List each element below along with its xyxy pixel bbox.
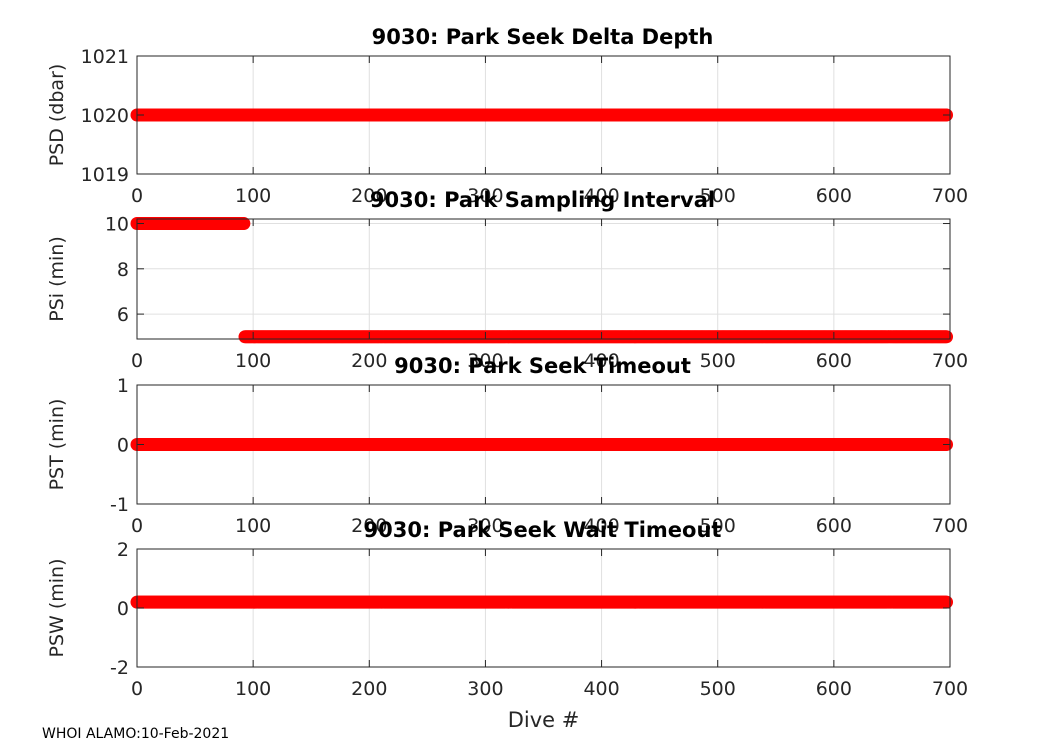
series-1 [130,108,954,122]
x-tick-label: 600 [816,678,852,700]
x-tick-label: 300 [467,678,503,700]
x-tick-label: 700 [932,515,968,537]
y-axis-label: PSi (min) [46,236,68,322]
x-tick-label: 700 [932,350,968,372]
x-tick-label: 600 [816,515,852,537]
y-axis-label: PSD (dbar) [46,64,68,167]
x-tick-label: 700 [932,678,968,700]
x-tick-label: 300 [467,515,503,537]
footer-label: WHOI ALAMO:10-Feb-2021 [42,726,230,742]
x-tick-label: 300 [467,185,503,207]
y-tick-label: 10 [105,214,129,236]
x-tick-label: 600 [816,350,852,372]
x-tick-label: 200 [351,350,387,372]
y-tick-label: 0 [117,598,129,620]
y-axis-label: PSW (min) [46,559,68,658]
y-tick-label: 1 [117,375,129,397]
x-tick-label: 0 [131,678,143,700]
y-tick-label: 1020 [81,105,129,127]
x-tick-label: 600 [816,185,852,207]
x-tick-label: 0 [131,515,143,537]
x-tick-label: 200 [351,185,387,207]
data-point [940,330,954,344]
chart-title: 9030: Park Seek Wait Timeout [364,518,722,542]
x-tick-label: 0 [131,350,143,372]
chart-title: 9030: Park Sampling Interval [370,188,715,212]
y-tick-label: 0 [117,435,129,457]
y-tick-label: 1019 [81,164,129,186]
x-tick-label: 100 [235,515,271,537]
axes-box [136,218,951,340]
x-tick-label: 100 [235,678,271,700]
chart-title: 9030: Park Seek Delta Depth [372,25,714,49]
y-axis-label: PST (min) [46,399,68,491]
x-tick-label: 100 [235,350,271,372]
x-tick-label: 100 [235,185,271,207]
chart-panel-2: 0 100 200 300 400 500 600 700 6 8 10 PSi (min) 9030:… [46,188,968,372]
chart-panel-1: 0 100 200 300 400 500 600 700 1019 1020 1021 PSD (d… [46,25,968,207]
x-tick-label: 700 [932,185,968,207]
x-tick-label: 300 [467,350,503,372]
y-tick-label: 1021 [81,46,129,68]
x-tick-label: 0 [131,185,143,207]
x-axis-label: Dive # [508,708,580,732]
y-tick-label: -1 [110,494,129,516]
data-point [940,595,954,609]
y-tick-label: 8 [117,259,129,281]
y-tick-label: -2 [110,657,129,679]
series-1 [130,595,954,609]
x-tick-label: 500 [700,678,736,700]
series-1 [130,438,954,451]
x-tick-label: 500 [700,350,736,372]
series-2 [238,330,954,344]
x-tick-label: 400 [583,678,619,700]
data-point [237,217,251,231]
x-tick-label: 400 [583,350,619,372]
y-tick-label: 2 [117,539,129,561]
x-tick-label: 500 [700,515,736,537]
plot-area [137,219,950,339]
x-tick-label: 400 [583,515,619,537]
x-tick-label: 200 [351,678,387,700]
x-tick-label: 200 [351,515,387,537]
chart-title: 9030: Park Seek Timeout [394,354,691,378]
y-tick-label: 6 [117,304,129,326]
x-tick-label: 500 [700,185,736,207]
x-tick-label: 400 [583,185,619,207]
